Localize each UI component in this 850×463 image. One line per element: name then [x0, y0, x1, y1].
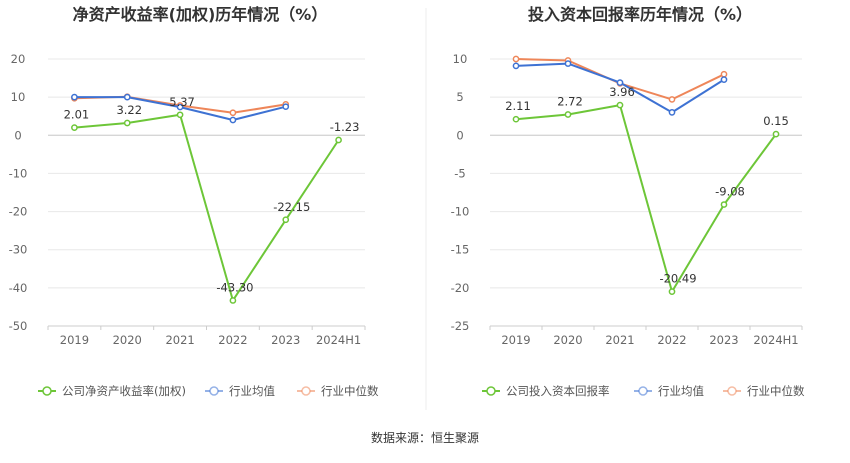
chart1-xtick-label-0: 2019 — [60, 333, 89, 347]
chart2-data-label-1: 2.72 — [557, 95, 583, 109]
chart2-series-0-point-0 — [512, 115, 520, 123]
data-source: 数据来源：恒生聚源 — [371, 430, 479, 445]
chart1-xtick-label-4: 2023 — [271, 333, 300, 347]
chart1-series-1-point-1 — [123, 93, 131, 101]
chart2-xtick-label-5: 2024H1 — [753, 333, 798, 347]
chart2-title: 投入资本回报率历年情况（%） — [528, 5, 752, 24]
chart2-ytick-label-6: -20 — [451, 281, 470, 295]
chart2-xtick-label-3: 2022 — [657, 333, 686, 347]
chart1-data-label-4: -22.15 — [273, 200, 310, 214]
chart2-xtick-label-4: 2023 — [709, 333, 738, 347]
chart1-xtick-label-1: 2020 — [113, 333, 142, 347]
chart2-series-0-point-1 — [564, 111, 572, 118]
chart1-series-0-point-4 — [282, 216, 290, 224]
chart1-ytick-label-3: -10 — [9, 166, 28, 180]
chart2-legend-2-marker — [727, 386, 737, 396]
chart2-data-label-2: 3.96 — [609, 85, 635, 99]
chart2-series-0-line — [515, 104, 777, 293]
chart1-series-1-point-0 — [71, 93, 78, 101]
chart2-legend-1-marker — [638, 386, 648, 396]
chart2-data-label-5: 0.15 — [763, 114, 789, 128]
chart2-series-2-point-4 — [720, 70, 728, 78]
chart1-ytick-label-6: -40 — [9, 281, 28, 295]
chart1-ytick-label-2: 0 — [14, 128, 21, 142]
chart2-ytick-label-2: 0 — [456, 128, 463, 142]
chart2-ytick-label-0: 10 — [453, 52, 468, 66]
chart1-series-1-point-4 — [282, 103, 290, 111]
chart1-legend-1-label: 行业均值 — [229, 384, 275, 398]
chart1-ytick-label-5: -30 — [9, 243, 28, 257]
chart1-series-0-line — [74, 113, 340, 302]
chart1-data-label-2: 5.37 — [169, 95, 195, 109]
chart2-series-1-point-2 — [616, 79, 624, 86]
chart1-series-0-point-1 — [123, 119, 131, 127]
chart1-legend-2-label: 行业中位数 — [321, 384, 379, 398]
chart2-xtick-label-2: 2021 — [605, 333, 634, 347]
chart2-ytick-label-1: 5 — [456, 90, 463, 104]
chart1-legend-1-marker — [209, 386, 219, 396]
chart2-ytick-label-7: -25 — [451, 319, 470, 333]
chart2-xtick-label-1: 2020 — [553, 333, 582, 347]
chart1-xtick-label-3: 2022 — [218, 333, 247, 347]
chart1-legend-2-marker — [301, 386, 311, 396]
chart1-data-label-5: -1.23 — [330, 120, 360, 134]
chart2-series-1-point-1 — [564, 60, 572, 67]
chart1-ytick-label-1: 10 — [11, 90, 26, 104]
chart1-data-label-0: 2.01 — [64, 108, 90, 122]
chart2-legend-1-label: 行业均值 — [658, 384, 704, 398]
chart2-series-0-point-5 — [772, 130, 780, 138]
chart1-series-1-point-3 — [229, 116, 237, 124]
chart2-series-0-point-2 — [616, 101, 624, 109]
chart1-series-0-point-0 — [71, 124, 78, 131]
chart1-series-0-point-2 — [176, 111, 184, 119]
chart2-ytick-label-5: -15 — [451, 243, 470, 257]
chart1-data-label-1: 3.22 — [116, 103, 142, 117]
chart2-legend-0-label: 公司投入资本回报率 — [506, 384, 610, 398]
chart1-series-2-point-3 — [229, 109, 237, 117]
chart2-series-2-point-3 — [668, 96, 676, 103]
chart1-ytick-label-0: 20 — [11, 52, 26, 66]
chart2-ytick-label-3: -5 — [454, 166, 465, 180]
chart2-series-0-point-3 — [668, 288, 676, 295]
chart1-title: 净资产收益率(加权)历年情况（%） — [73, 5, 328, 24]
chart2-ytick-label-4: -10 — [451, 205, 470, 219]
chart1-series-0-point-3 — [229, 297, 237, 304]
chart2-legend-0-marker — [486, 386, 496, 396]
chart1-xtick-label-2: 2021 — [165, 333, 194, 347]
chart1-ytick-label-4: -20 — [9, 205, 28, 219]
chart1-xtick-label-5: 2024H1 — [316, 333, 361, 347]
chart2-legend-2-label: 行业中位数 — [747, 384, 805, 398]
chart1-ytick-label-7: -50 — [9, 319, 28, 333]
chart2-xtick-label-0: 2019 — [501, 333, 530, 347]
chart2-series-1-point-3 — [668, 109, 676, 116]
chart2-series-2-point-0 — [512, 55, 520, 63]
chart2-data-label-0: 2.11 — [505, 99, 531, 113]
chart1-data-label-3: -43.30 — [216, 280, 253, 294]
chart1-legend-0-marker — [42, 386, 52, 396]
chart2-series-0-point-4 — [720, 201, 728, 208]
chart2-data-label-4: -9.08 — [715, 185, 745, 199]
chart1-series-1-point-2 — [176, 103, 184, 111]
chart2-series-1-point-0 — [512, 62, 520, 70]
chart2-data-label-3: -20.49 — [659, 272, 696, 286]
chart1-series-0-point-5 — [335, 136, 342, 144]
chart2-series-1-point-4 — [720, 76, 728, 83]
chart1-legend-0-label: 公司净资产收益率(加权) — [62, 384, 186, 398]
